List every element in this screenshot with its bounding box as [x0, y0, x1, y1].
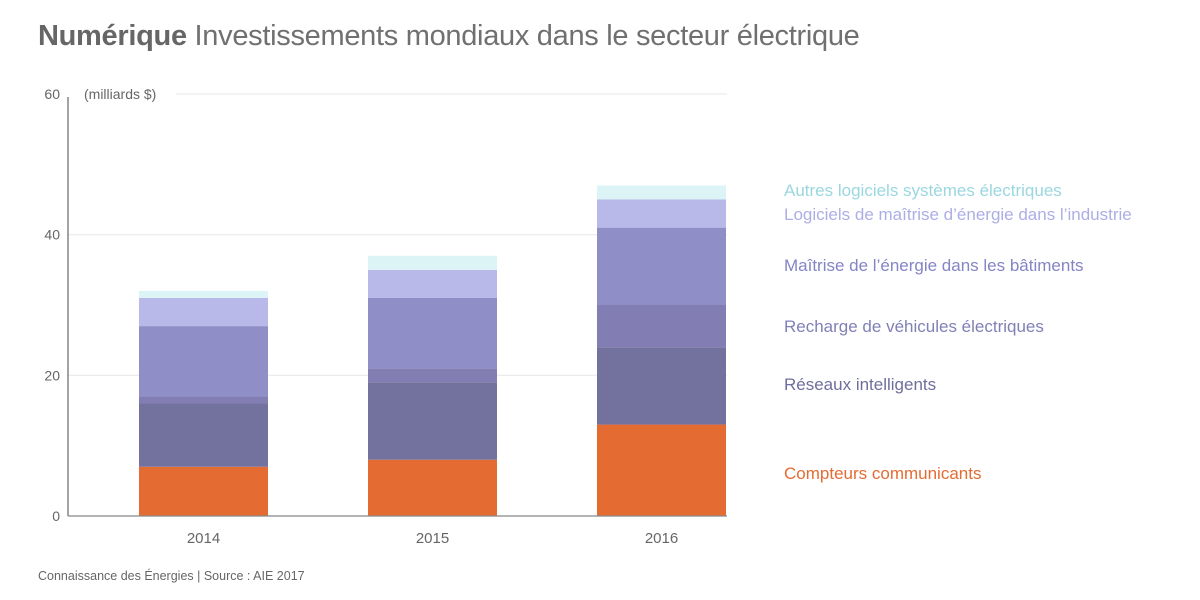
bar-segment-2016-3 [597, 305, 726, 348]
bar-segment-2016-6 [597, 185, 726, 200]
y-axis-unit-label: (milliards $) [84, 86, 156, 102]
x-tick-label: 2016 [645, 530, 678, 547]
bar-segment-2014-4 [139, 326, 268, 397]
bar-segment-2014-5 [139, 297, 268, 327]
bar-segment-2014-1 [139, 466, 268, 516]
bar-segment-2016-4 [597, 227, 726, 305]
bar-segment-2014-2 [139, 403, 268, 467]
source-note: Connaissance des Énergies | Source : AIE… [38, 569, 305, 583]
bar-segment-2016-2 [597, 347, 726, 425]
y-tick-label: 40 [44, 227, 60, 243]
bar-segment-2015-6 [368, 255, 497, 270]
bar-segment-2016-5 [597, 199, 726, 228]
bar-segment-2014-3 [139, 396, 268, 404]
y-tick-label: 60 [44, 86, 60, 102]
x-tick-label: 2014 [187, 530, 220, 547]
chart-title: Numérique Investissements mondiaux dans … [38, 20, 860, 53]
legend-item: Logiciels de maîtrise d’énergie dans l’i… [784, 205, 1132, 224]
y-tick-label: 0 [52, 508, 60, 524]
bar-segment-2015-5 [368, 269, 497, 298]
legend-item: Réseaux intelligents [784, 375, 937, 394]
y-tick-label: 20 [44, 367, 60, 383]
bar-segment-2014-6 [139, 290, 268, 298]
legend-item: Compteurs communicants [784, 464, 982, 483]
legend-item: Recharge de véhicules électriques [784, 317, 1044, 336]
bar-segment-2015-3 [368, 368, 497, 383]
legend-item: Autres logiciels systèmes électriques [784, 181, 1062, 200]
x-tick-label: 2015 [416, 530, 449, 547]
bar-segment-2016-1 [597, 424, 726, 516]
bar-segment-2015-1 [368, 459, 497, 516]
chart-title-rest: Investissements mondiaux dans le secteur… [186, 20, 860, 52]
chart-title-bold: Numérique [38, 20, 187, 52]
legend-item: Maîtrise de l’énergie dans les bâtiments [784, 256, 1084, 275]
bar-segment-2015-2 [368, 382, 497, 460]
bar-segment-2015-4 [368, 297, 497, 369]
